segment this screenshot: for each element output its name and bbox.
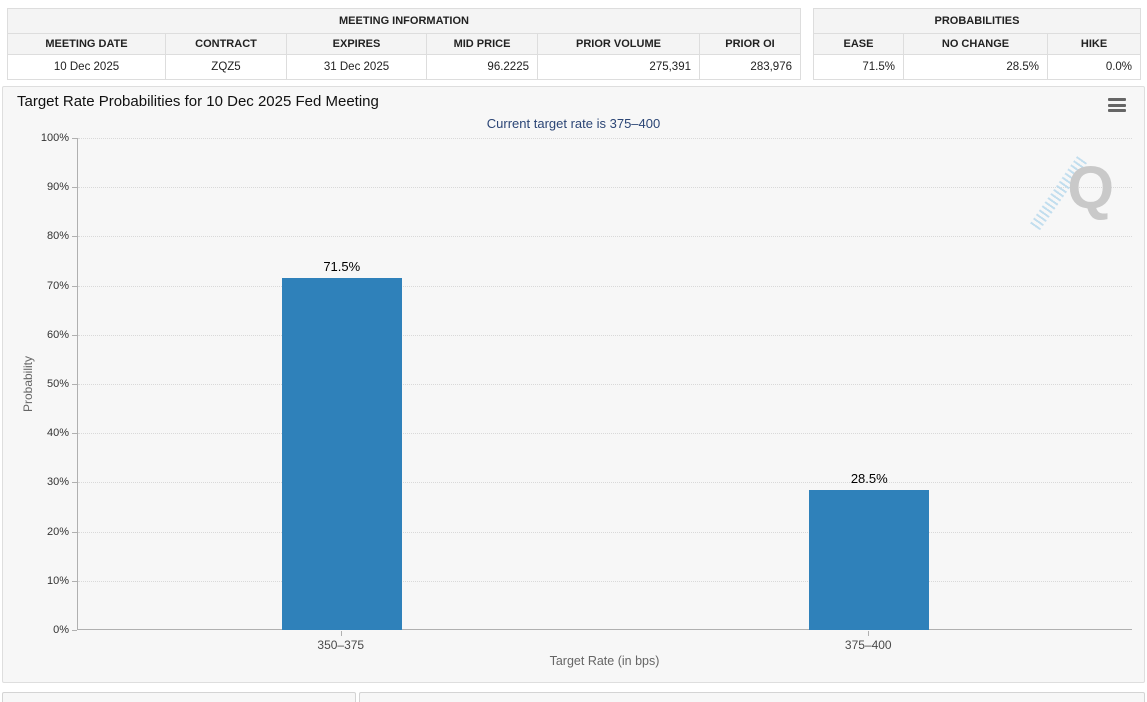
column-header: EXPIRES — [286, 33, 427, 55]
y-tick-label: 50% — [46, 378, 69, 390]
column-header: EASE — [813, 33, 904, 55]
meeting-information-row: 10 Dec 2025 ZQZ5 31 Dec 2025 96.2225 275,391… — [7, 54, 801, 80]
y-tick-label: 10% — [46, 574, 69, 587]
probabilities-row: 71.5% 28.5% 0.0% — [813, 54, 1142, 80]
fed-meeting-probability-chart-panel: Target Rate Probabilities for 10 Dec 202… — [2, 86, 1145, 683]
y-tick-mark — [72, 187, 77, 189]
table-cell: 275,391 — [537, 54, 700, 80]
y-gridline — [78, 187, 1132, 189]
table-cell: 71.5% — [813, 54, 904, 80]
x-tick-mark — [868, 631, 870, 636]
y-tick-label: 20% — [46, 525, 69, 538]
y-tick-mark — [72, 285, 77, 287]
y-tick-mark — [72, 531, 77, 533]
y-gridline — [78, 580, 1132, 582]
column-header: PRIOR OI — [699, 33, 801, 55]
table-cell: ZQZ5 — [165, 54, 287, 80]
y-gridline — [78, 334, 1132, 336]
probabilities-title: PROBABILITIES — [812, 8, 1142, 34]
y-tick-label: 40% — [46, 427, 69, 440]
y-tick-label: 70% — [46, 279, 69, 292]
hamburger-icon — [1108, 109, 1126, 112]
column-header: NO CHANGE — [903, 33, 1048, 55]
table-cell: 31 Dec 2025 — [286, 54, 427, 80]
y-tick-label: 0% — [53, 624, 69, 636]
meeting-information-title: MEETING INFORMATION — [7, 8, 801, 34]
table-cell: 0.0% — [1046, 54, 1142, 80]
chart-subtitle: Current target rate is 375–400 — [486, 116, 661, 131]
y-tick-mark — [72, 580, 77, 582]
column-header: CONTRACT — [165, 33, 287, 55]
probability-bar — [809, 489, 930, 630]
table-cell: 10 Dec 2025 — [7, 54, 166, 80]
y-gridline — [78, 433, 1132, 435]
table-cell: 283,976 — [699, 54, 801, 80]
x-tick-mark — [340, 631, 342, 636]
column-header: MEETING DATE — [7, 33, 166, 55]
column-header: HIKE — [1046, 33, 1142, 55]
x-category-label: 375–400 — [844, 638, 892, 652]
probability-bar — [281, 278, 402, 630]
hamburger-icon — [1108, 98, 1126, 101]
y-tick-mark — [72, 334, 77, 336]
y-tick-label: 100% — [40, 132, 69, 144]
bottom-panel-left — [2, 692, 356, 702]
y-gridline — [78, 482, 1132, 484]
hamburger-icon — [1108, 103, 1126, 107]
y-tick-mark — [72, 138, 77, 139]
column-header: PRIOR VOLUME — [537, 33, 700, 55]
table-cell: 28.5% — [903, 54, 1048, 80]
y-gridline — [78, 285, 1132, 287]
x-category-label: 350–375 — [317, 638, 365, 652]
y-gridline — [78, 236, 1132, 238]
probabilities-table: PROBABILITIES EASE NO CHANGE HIKE 71.5% 28.… — [812, 8, 1142, 80]
y-tick-label: 60% — [46, 328, 69, 341]
q-logo-icon: Q — [1067, 154, 1114, 221]
bar-data-label: 71.5% — [323, 259, 361, 275]
column-header: MID PRICE — [426, 33, 538, 55]
y-tick-label: 30% — [46, 476, 69, 489]
y-axis-title: Probability — [21, 355, 35, 413]
y-tick-label: 90% — [46, 181, 69, 194]
bottom-panel-right — [359, 692, 1145, 702]
x-axis-title: Target Rate (in bps) — [549, 654, 660, 668]
quikstrike-watermark: Q — [1028, 150, 1114, 240]
bar-data-label: 28.5% — [850, 470, 888, 486]
y-tick-label: 80% — [46, 230, 69, 243]
y-tick-mark — [72, 384, 77, 385]
y-tick-mark — [72, 236, 77, 238]
meeting-information-table: MEETING INFORMATION MEETING DATE CONTRACT… — [7, 8, 801, 80]
chart-title: Target Rate Probabilities for 10 Dec 202… — [17, 93, 379, 110]
y-tick-mark — [72, 433, 77, 435]
table-cell: 96.2225 — [426, 54, 538, 80]
y-gridline — [78, 384, 1132, 385]
plot-area: Q 71.5% 28.5% — [77, 138, 1132, 630]
y-gridline — [78, 531, 1132, 533]
chart-context-menu-button[interactable] — [1107, 98, 1127, 114]
y-tick-mark — [72, 630, 77, 631]
y-gridline — [78, 138, 1132, 139]
y-tick-mark — [72, 482, 77, 484]
